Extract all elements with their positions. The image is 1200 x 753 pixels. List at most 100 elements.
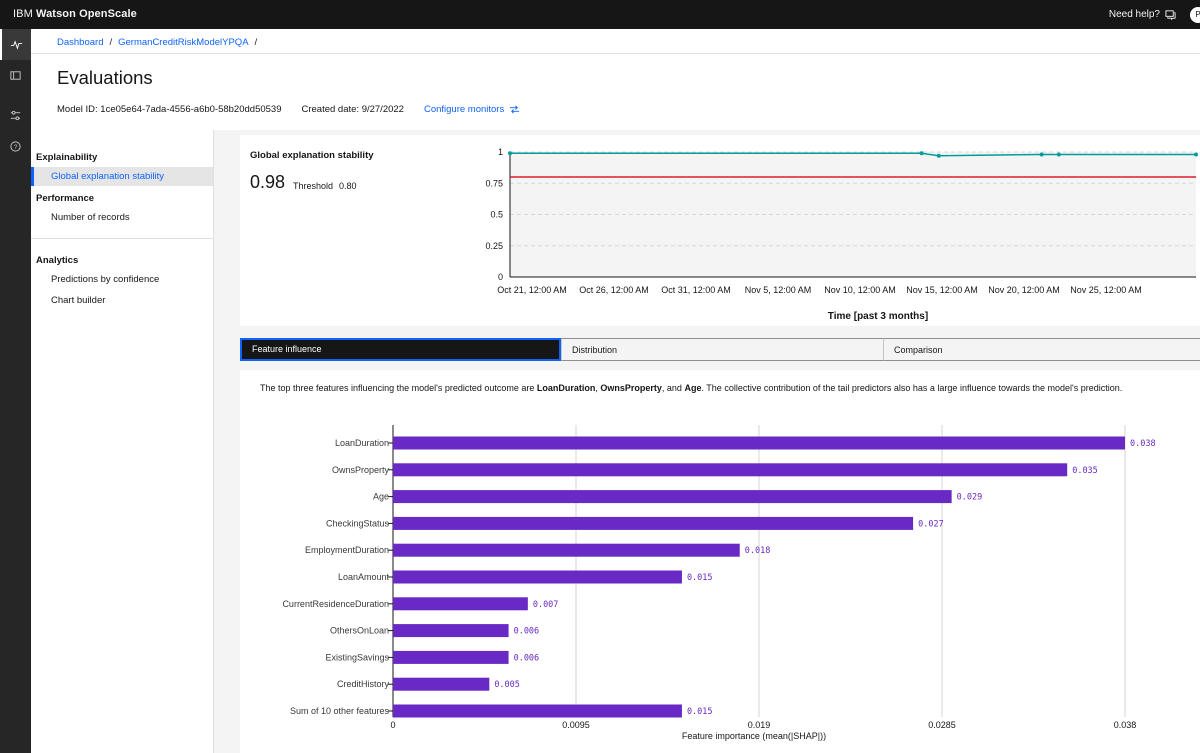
stability-panel: Global explanation stability 0.98 Thresh…	[240, 135, 1200, 326]
model-meta: Model ID: 1ce05e64-7ada-4556-a6b0-58b20d…	[57, 104, 520, 115]
rail-configure[interactable]	[0, 100, 31, 131]
y-tick-label: 0.5	[490, 210, 503, 220]
x-tick-label: Oct 31, 12:00 AM	[661, 285, 731, 295]
tab-comparison[interactable]: Comparison	[883, 338, 1200, 361]
category-label: CheckingStatus	[326, 518, 390, 528]
category-label: ExistingSavings	[325, 652, 389, 662]
desc-feature-1: LoanDuration	[536, 383, 596, 393]
y-tick-label: 0.25	[485, 241, 503, 251]
x-tick-label: 0.038	[1114, 720, 1137, 730]
tab-feature-influence[interactable]: Feature influence	[240, 338, 561, 361]
activity-icon	[10, 40, 23, 50]
data-point	[1194, 152, 1198, 157]
bar	[393, 516, 914, 530]
bar-value-label: 0.035	[1072, 466, 1098, 476]
bar	[393, 543, 740, 557]
desc-feature-2: OwnsProperty	[600, 383, 662, 393]
feature-description: The top three features influencing the m…	[260, 383, 1122, 393]
configure-monitors-link[interactable]: Configure monitors	[424, 104, 520, 115]
category-label: Sum of 10 other features	[290, 706, 390, 716]
breadcrumb-separator: /	[109, 37, 113, 48]
category-label: CurrentResidenceDuration	[282, 599, 389, 609]
chat-icon	[1165, 10, 1176, 20]
desc-prefix: The top three features influencing the m…	[260, 383, 537, 393]
brand-product: Watson OpenScale	[36, 8, 137, 20]
bar-value-label: 0.015	[687, 707, 713, 717]
avatar[interactable]: P	[1190, 7, 1200, 23]
x-axis-title: Time [past 3 months]	[828, 311, 928, 322]
category-label: LoanDuration	[335, 438, 389, 448]
divider	[31, 53, 1200, 54]
bar	[393, 650, 509, 664]
bar	[393, 597, 528, 611]
breadcrumb-model[interactable]: GermanCreditRiskModelYPQA	[118, 37, 249, 48]
bar-value-label: 0.007	[533, 600, 559, 610]
created-date: Created date: 9/27/2022	[301, 104, 404, 115]
bar-value-label: 0.005	[494, 680, 520, 690]
left-rail: ?	[0, 29, 31, 753]
page-header: Dashboard / GermanCreditRiskModelYPQA / …	[31, 29, 1200, 130]
bar	[393, 436, 1125, 450]
feature-influence-panel: The top three features influencing the m…	[240, 370, 1200, 753]
bar-value-label: 0.015	[687, 573, 713, 583]
nav-section-analytics: Analytics	[36, 255, 79, 266]
tab-distribution[interactable]: Distribution	[561, 338, 883, 361]
data-point	[1039, 152, 1044, 157]
x-tick-label: 0	[390, 720, 395, 730]
bar	[393, 677, 490, 691]
brand-logo[interactable]: IBM Watson OpenScale	[13, 8, 137, 20]
help-icon: ?	[10, 141, 21, 152]
nav-item-chart-builder[interactable]: Chart builder	[51, 295, 106, 306]
brand-ibm: IBM	[13, 8, 33, 20]
y-tick-label: 0	[498, 272, 503, 282]
bar-value-label: 0.006	[514, 627, 540, 637]
x-tick-label: Oct 21, 12:00 AM	[497, 285, 567, 295]
bar	[393, 490, 952, 504]
y-tick-label: 0.75	[485, 178, 503, 188]
bar-value-label: 0.029	[957, 493, 983, 503]
breadcrumb: Dashboard / GermanCreditRiskModelYPQA /	[57, 37, 257, 48]
nav-item-predictions-by-confidence[interactable]: Predictions by confidence	[51, 274, 160, 285]
stability-value: 0.98	[250, 172, 286, 192]
nav-item-number-of-records[interactable]: Number of records	[51, 212, 130, 223]
x-tick-label: Nov 20, 12:00 AM	[988, 285, 1060, 295]
content-switcher: Feature influence Distribution Compariso…	[240, 338, 1200, 361]
nav-section-performance: Performance	[36, 193, 95, 204]
rail-insights[interactable]	[0, 29, 31, 60]
bar	[393, 624, 509, 638]
rail-help[interactable]: ?	[0, 131, 31, 162]
model-id: Model ID: 1ce05e64-7ada-4556-a6b0-58b20d…	[57, 104, 282, 115]
x-tick-label: Oct 26, 12:00 AM	[579, 285, 649, 295]
rail-catalog[interactable]	[0, 60, 31, 91]
desc-feature-3: Age	[684, 383, 702, 393]
x-tick-label: 0.0285	[928, 720, 956, 730]
data-point	[1056, 152, 1061, 157]
page-title: Evaluations	[57, 67, 153, 88]
x-tick-label: Nov 15, 12:00 AM	[906, 285, 978, 295]
breadcrumb-dashboard[interactable]: Dashboard	[57, 37, 104, 48]
threshold-label: Threshold	[293, 181, 334, 191]
category-label: OthersOnLoan	[330, 626, 389, 636]
threshold-value: 0.80	[339, 181, 357, 191]
bar	[393, 704, 682, 718]
configure-monitors-label: Configure monitors	[423, 104, 505, 115]
top-header: IBM Watson OpenScale Need help? P	[0, 0, 1200, 29]
x-tick-label: Nov 5, 12:00 AM	[745, 285, 812, 295]
sliders-icon	[10, 110, 21, 121]
feature-importance-chart: 0 0.0095 0.019 0.0285 0.038 LoanDuration 0.038…	[282, 425, 1156, 741]
need-help-button[interactable]: Need help?	[1109, 9, 1176, 20]
ticket-icon	[10, 71, 21, 80]
settings-adjust-icon	[510, 105, 520, 114]
divider	[31, 238, 213, 239]
bar-value-label: 0.038	[1130, 439, 1156, 449]
x-tick-label: Nov 10, 12:00 AM	[824, 285, 896, 295]
side-nav: Explainability Global explanation stabil…	[31, 130, 214, 753]
desc-sep-2: , and	[661, 383, 685, 393]
x-axis-title: Feature importance (mean(|SHAP|))	[682, 731, 826, 741]
nav-item-global-explanation-stability[interactable]: Global explanation stability	[31, 167, 213, 186]
data-point	[919, 151, 924, 156]
series-line	[510, 152, 1196, 157]
x-tick-label: 0.019	[748, 720, 771, 730]
x-tick-label: Nov 25, 12:00 AM	[1070, 285, 1142, 295]
need-help-label: Need help?	[1108, 9, 1160, 20]
